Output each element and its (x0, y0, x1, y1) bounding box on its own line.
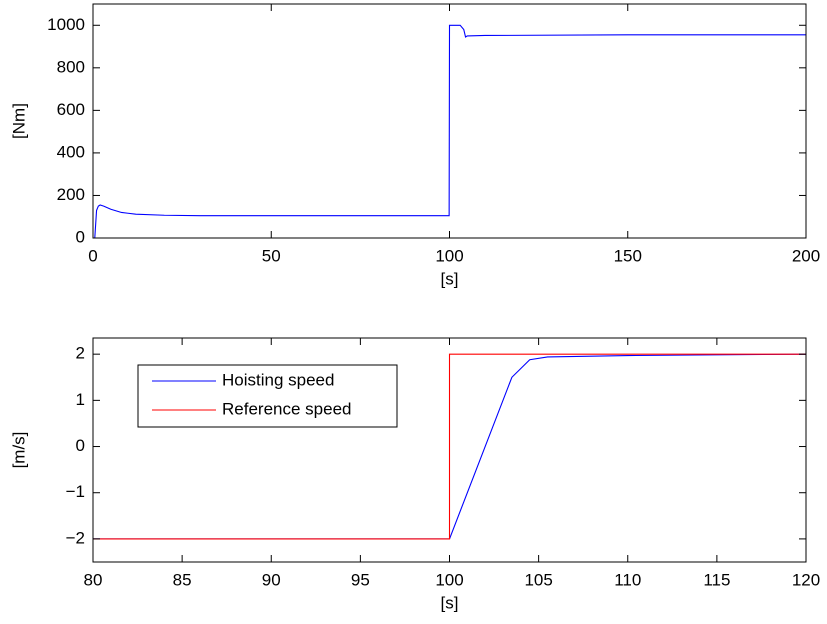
data-line (93, 353, 806, 540)
x-tick-label: 150 (614, 246, 642, 265)
plot-lines (93, 353, 806, 540)
y-axis-label: [Nm] (9, 103, 28, 139)
x-tick-label: 0 (88, 246, 97, 265)
x-tick-label: 120 (792, 570, 820, 589)
y-axis-label: [m/s] (9, 432, 28, 469)
x-tick-label: 85 (173, 570, 192, 589)
legend-label: Hoisting speed (222, 370, 334, 389)
y-tick-label: 600 (57, 100, 85, 119)
y-tick-label: 1 (76, 390, 85, 409)
y-tick-label: −2 (66, 528, 85, 547)
legend-label: Reference speed (222, 399, 351, 418)
x-tick-label: 95 (351, 570, 370, 589)
x-axis-label: [s] (441, 593, 459, 612)
plot-lines (93, 24, 806, 238)
data-line (93, 353, 806, 540)
x-tick-label: 90 (262, 570, 281, 589)
axes: 80 85 90 95 100 105 110 115 120 −2 −1 0 1 2 [s] [m/s] Ho… (9, 337, 820, 612)
y-tick-label: −1 (66, 482, 85, 501)
x-tick-label: 80 (84, 570, 103, 589)
y-tick-label: 200 (57, 185, 85, 204)
x-tick-label: 105 (524, 570, 552, 589)
x-tick-label: 100 (435, 246, 463, 265)
x-axis-label: [s] (441, 269, 459, 288)
x-tick-label: 50 (262, 246, 281, 265)
y-tick-label: 0 (76, 227, 85, 246)
data-line (93, 24, 806, 238)
x-tick-label: 110 (614, 570, 641, 589)
y-tick-label: 800 (57, 57, 85, 76)
x-tick-label: 115 (703, 570, 730, 589)
legend: Hoisting speed Reference speed (137, 364, 398, 428)
x-tick-label: 200 (792, 246, 820, 265)
legend-box (137, 364, 398, 428)
y-tick-label: 1000 (47, 15, 85, 34)
y-tick-label: 2 (76, 344, 85, 363)
axes: 0 50 100 150 200 0 200 400 600 800 1000 [s] [Nm] (9, 3, 820, 288)
y-tick-label: 400 (57, 142, 85, 161)
x-tick-label: 100 (435, 570, 463, 589)
y-tick-label: 0 (76, 436, 85, 455)
